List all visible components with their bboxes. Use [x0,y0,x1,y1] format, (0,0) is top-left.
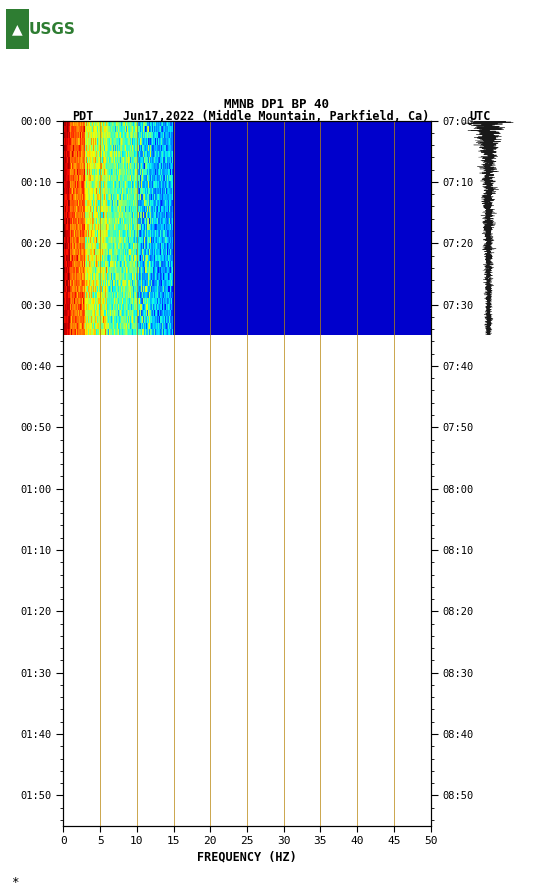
Text: MMNB DP1 BP 40: MMNB DP1 BP 40 [224,98,328,111]
Text: PDT: PDT [72,110,93,122]
Text: *: * [11,876,19,889]
Text: USGS: USGS [29,21,75,37]
X-axis label: FREQUENCY (HZ): FREQUENCY (HZ) [197,851,297,864]
Text: Jun17,2022 (Middle Mountain, Parkfield, Ca): Jun17,2022 (Middle Mountain, Parkfield, … [123,110,429,122]
Bar [6,9,29,49]
Text: UTC: UTC [470,110,491,122]
Text: ▲: ▲ [12,22,23,36]
